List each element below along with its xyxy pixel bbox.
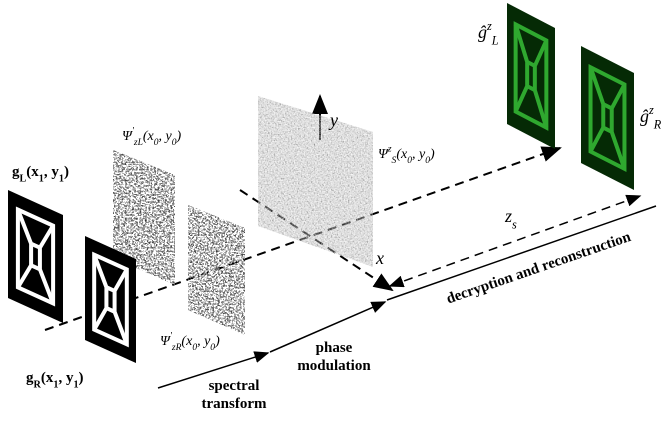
stage-label: decryption and reconstruction (444, 229, 633, 307)
label-part: ' (170, 332, 173, 342)
zs-label: zs (504, 206, 517, 231)
label-part: ' (132, 127, 135, 137)
label-part: (x (26, 164, 39, 180)
label-part: ) (64, 164, 69, 180)
ghat-l-label: ĝzL (478, 19, 499, 47)
g-r-label: gR(x1, y1) (26, 370, 84, 390)
label-part: ) (214, 334, 220, 349)
label-part: z (486, 19, 492, 33)
label-part: ) (79, 370, 84, 386)
g-l-label: gL(x1, y1) (12, 164, 69, 184)
label-part: ĝ (478, 22, 487, 42)
label-part: (x (41, 370, 54, 386)
label-part: z (387, 145, 392, 155)
psi-s-panel (258, 96, 373, 267)
ghat-l-image (507, 3, 555, 149)
label-part: L (491, 33, 499, 47)
label-part: s (512, 217, 517, 231)
stage-label: phase (316, 340, 353, 356)
psi-zl-label: Ψ'zL(x0, y0) (122, 127, 182, 148)
label-part: , y (58, 370, 74, 386)
label-part: R (653, 117, 662, 131)
psi-zr-label: Ψ'zR(x0, y0) (160, 332, 220, 353)
stage-label: transform (202, 396, 267, 412)
label-part: ) (176, 129, 182, 144)
psi-zr-panel (188, 205, 245, 335)
label-part: , y (197, 334, 211, 349)
label-part: , y (44, 164, 60, 180)
label-part: z (504, 206, 512, 226)
psi-s-label: ΨzS(x0, y0) (378, 145, 435, 166)
label-part: ĝ (640, 106, 649, 126)
label-part: ) (429, 147, 435, 162)
label-part: z (648, 103, 654, 117)
ghat-r-label: ĝzR (640, 103, 662, 131)
ghat-r-image (581, 46, 634, 190)
y-axis-label: y (328, 110, 338, 130)
label-part: , y (412, 147, 426, 162)
label-part: , y (159, 129, 173, 144)
stage-label: spectral (209, 378, 260, 394)
g-l-image (8, 190, 63, 323)
x-axis-label: x (375, 248, 384, 268)
stage-line (387, 206, 656, 300)
stage-label: modulation (297, 358, 371, 374)
diagram: gL(x1, y1) gR(x1, y1) Ψ'zL(x0, y0) Ψ'zR(… (0, 0, 664, 432)
